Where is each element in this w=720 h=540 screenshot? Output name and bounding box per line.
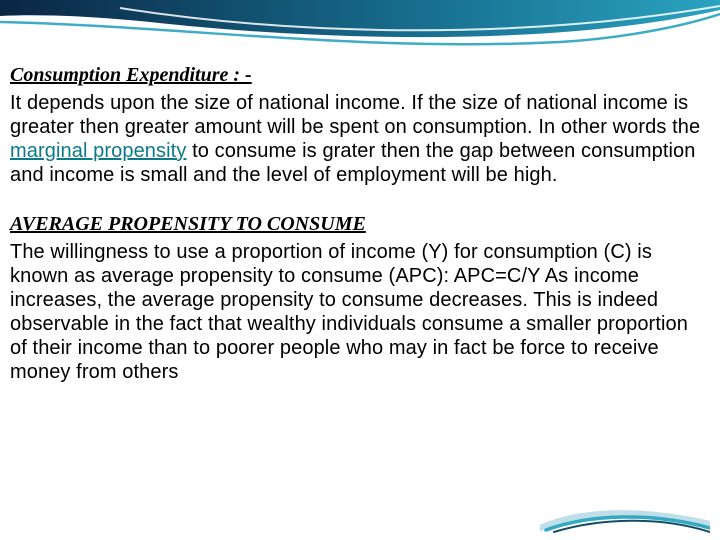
section-average-propensity: AVERAGE PROPENSITY TO CONSUME The willin… [10,213,702,384]
content-area: Consumption Expenditure : - It depends u… [10,64,702,384]
section-consumption-expenditure: Consumption Expenditure : - It depends u… [10,64,702,187]
marginal-propensity-link[interactable]: marginal propensity [10,140,186,162]
slide: Consumption Expenditure : - It depends u… [0,0,720,540]
top-wave-decor [0,0,720,60]
bottom-swirl-decor [540,504,710,534]
section2-title: AVERAGE PROPENSITY TO CONSUME [10,213,702,236]
section2-body: The willingness to use a proportion of i… [10,240,702,384]
section1-title: Consumption Expenditure : - [10,64,702,87]
section1-body: It depends upon the size of national inc… [10,91,702,187]
section1-text-before: It depends upon the size of national inc… [10,92,700,138]
